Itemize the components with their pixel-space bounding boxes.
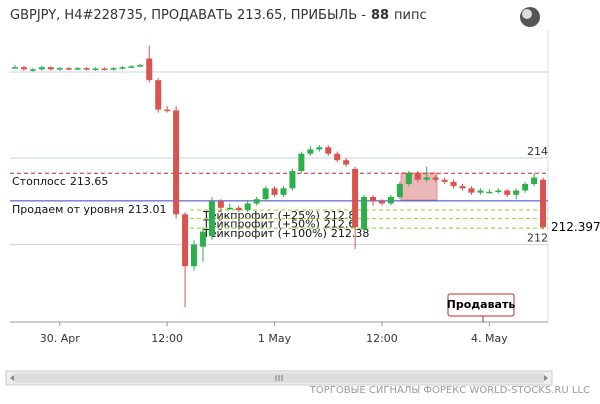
price-tag [548,219,600,236]
candle-body [182,214,189,267]
candle-body [423,177,430,180]
candle-body [146,58,153,81]
candle-body [531,177,538,185]
candle-body [298,153,305,172]
level-name: Продаем от уровня [12,203,124,216]
sell-button[interactable] [447,293,515,317]
candle-body [414,173,421,180]
candle-body [164,109,171,112]
level-label: Продаем от уровня 213.01 [12,203,167,216]
x-tick-label: 4. May [471,332,508,345]
candle-body [352,168,359,228]
candle-body [137,65,144,67]
candle-body [325,147,332,154]
candle-body [110,68,117,70]
candle-body [280,188,287,195]
candle-body [56,68,63,70]
candle-body [208,201,215,236]
candle-body [334,153,341,161]
candle-body [396,184,403,197]
level-value: 213.01 [128,203,167,216]
sell-button-label[interactable]: Продавать [447,298,516,311]
y-tick-label: 214 [527,145,548,158]
level-name: Тейкпрофит (+100%) [202,227,327,240]
title-text: GBPJPY, H4#228735, ПРОДАВАТЬ 213.65, ПРИ… [10,8,366,23]
candle-body [38,67,45,70]
level-value: 213.65 [70,175,109,188]
candle-body [504,190,511,195]
level-value: 212.6 [324,218,356,231]
candle-body [432,177,439,180]
candle-body [405,173,412,185]
candle-body [253,199,260,204]
candle-body [271,188,278,195]
candle-body [92,68,99,71]
globe-icon [520,7,540,27]
candle-body [378,201,385,204]
current-price: 212.397 [551,220,600,234]
candle-body [343,160,350,165]
candle-body [199,231,206,247]
candle-body [65,68,72,70]
level-value: 212.38 [331,227,370,240]
candle-body [307,149,314,154]
candle-body [101,68,108,71]
candle-body [361,196,368,230]
candle-body [226,207,233,210]
y-tick-label: 212 [527,232,548,245]
candle-body [495,190,502,192]
candle-body [513,190,520,195]
candle-body [459,186,466,189]
candle-body [173,110,180,215]
level-label: Стоплосс 213.65 [12,175,108,188]
candle-body [235,207,242,210]
level-label: Тейкпрофит (+100%) 212.38 [202,227,369,240]
candle-body [262,188,269,200]
x-tick-label: 30. Apr [40,332,80,345]
candle-body [20,67,27,70]
candle-body [29,69,36,71]
candle-body [191,244,197,267]
x-tick-label: 1 May [258,332,292,345]
x-tick-label: 12:00 [366,332,398,345]
candle-body [47,67,54,70]
x-tick-label: 12:00 [151,332,183,345]
candle-body [119,67,126,69]
candle-body [128,66,135,68]
candle-body [486,191,493,194]
candle-body [522,184,529,191]
candle-body [12,67,18,69]
candle-body [244,203,251,210]
footer: ТОРГОВЫЕ СИГНАЛЫ ФОРЕКС WORLD-STOCKS.RU … [309,385,590,396]
candle-body [540,179,547,228]
candle-body [155,80,162,110]
level-name: Тейкпрофит (+50%) [202,218,320,231]
chart-title: GBPJPY, H4#228735, ПРОДАВАТЬ 213.65, ПРИ… [10,8,427,23]
candle-body [450,181,457,187]
candle-body [441,179,448,182]
candle-body [477,190,484,193]
candle-body [289,171,296,189]
level-label: Тейкпрофит (+50%) 212.6 [202,218,355,231]
profit-unit: пипс [394,8,427,23]
level-name: Стоплосс [12,175,66,188]
candle-body [387,196,394,204]
candle-body [370,196,376,202]
candle-body [316,147,323,150]
candle-body [83,68,90,70]
candle-body [468,188,475,193]
candle-body [74,68,81,70]
scrollbar[interactable] [5,370,553,386]
candle-body [217,201,224,208]
profit-pips: 88 [371,8,389,23]
